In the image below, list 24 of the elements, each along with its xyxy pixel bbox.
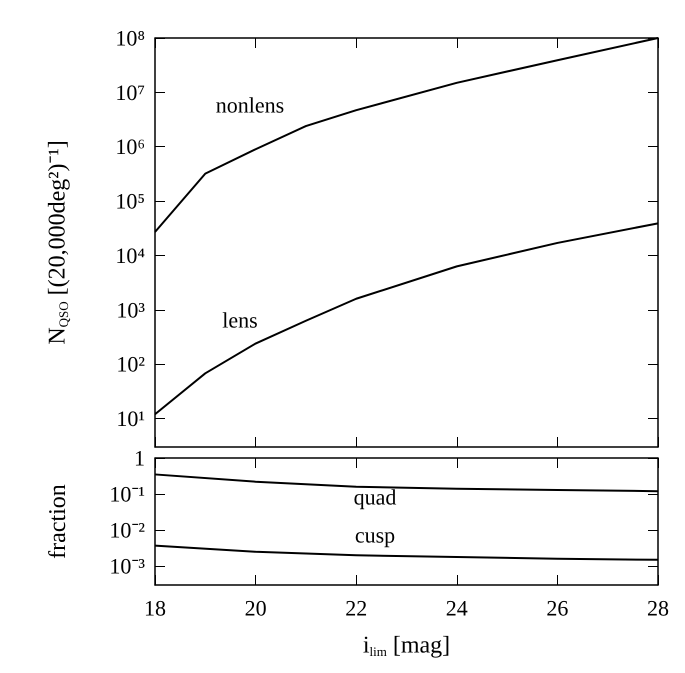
x-tick-label: 28 [647, 596, 669, 620]
y-tick-label: 1 [134, 446, 145, 470]
y-tick-label: 10² [116, 352, 146, 377]
y-tick-label: 10⁸ [115, 26, 145, 50]
y-tick-label: 10⁵ [115, 188, 145, 214]
y-tick-label: 10⁶ [115, 134, 145, 160]
y-axis-title: NQSO [(20,000deg²)⁻¹] [44, 140, 71, 345]
y-tick-label: 10⁴ [115, 242, 146, 268]
annotation: cusp [354, 522, 396, 548]
x-tick-label: 20 [244, 596, 267, 620]
x-tick-label: 22 [345, 596, 368, 620]
y-tick-label: 10⁻² [109, 518, 146, 543]
annotation: lens [222, 308, 258, 332]
y-tick-label: 10¹ [116, 406, 145, 432]
annotation: quad [354, 484, 396, 510]
y-tick-label: 10⁷ [115, 80, 145, 105]
y-axis-title: fraction [45, 484, 71, 559]
x-tick-label: 26 [546, 596, 568, 620]
annotation: nonlens [216, 92, 284, 118]
y-tick-label: 10⁻¹ [109, 482, 145, 507]
x-tick-label: 24 [446, 596, 468, 620]
y-tick-label: 10⁻³ [109, 554, 146, 579]
x-tick-label: 18 [144, 596, 166, 620]
y-tick-label: 10³ [116, 297, 146, 322]
